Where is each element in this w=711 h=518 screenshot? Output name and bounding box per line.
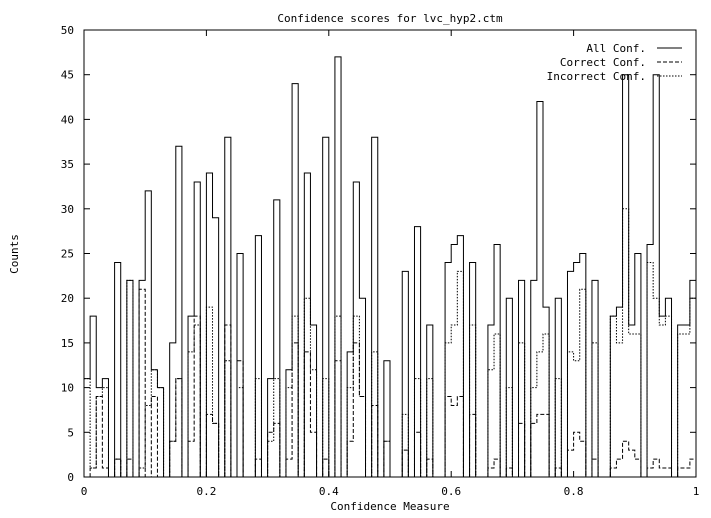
x-tick-label: 0.2 <box>196 485 216 498</box>
chart-legend: All Conf.Correct Conf.Incorrect Conf. <box>547 42 682 83</box>
y-tick-label: 35 <box>61 158 74 171</box>
x-tick-label: 0 <box>81 485 88 498</box>
x-tick-label: 0.4 <box>319 485 339 498</box>
y-tick-label: 0 <box>67 471 74 484</box>
y-tick-label: 15 <box>61 337 74 350</box>
x-tick-label: 1 <box>693 485 700 498</box>
y-tick-label: 10 <box>61 382 74 395</box>
y-tick-label: 40 <box>61 113 74 126</box>
chart-title: Confidence scores for lvc_hyp2.ctm <box>277 12 503 25</box>
legend-label: Incorrect Conf. <box>547 70 646 83</box>
series-line-3 <box>84 208 696 478</box>
x-tick-label: 0.6 <box>441 485 461 498</box>
legend-label: Correct Conf. <box>560 56 646 69</box>
y-tick-label: 5 <box>67 426 74 439</box>
y-axis-ticks: 0 5 10 15 20 25 30 35 40 45 50 <box>61 24 696 484</box>
y-tick-label: 45 <box>61 69 74 82</box>
y-tick-label: 20 <box>61 292 74 305</box>
series-line-1 <box>84 56 696 478</box>
series-layer <box>84 56 696 478</box>
y-tick-label: 30 <box>61 203 74 216</box>
y-tick-label: 50 <box>61 24 74 37</box>
legend-label: All Conf. <box>586 42 646 55</box>
y-tick-label: 25 <box>61 248 74 261</box>
x-axis-label: Confidence Measure <box>330 500 449 513</box>
y-axis-label: Counts <box>8 234 21 274</box>
x-tick-label: 0.8 <box>564 485 584 498</box>
x-axis-ticks: 0 0.2 0.4 0.6 0.8 1 <box>81 30 700 498</box>
